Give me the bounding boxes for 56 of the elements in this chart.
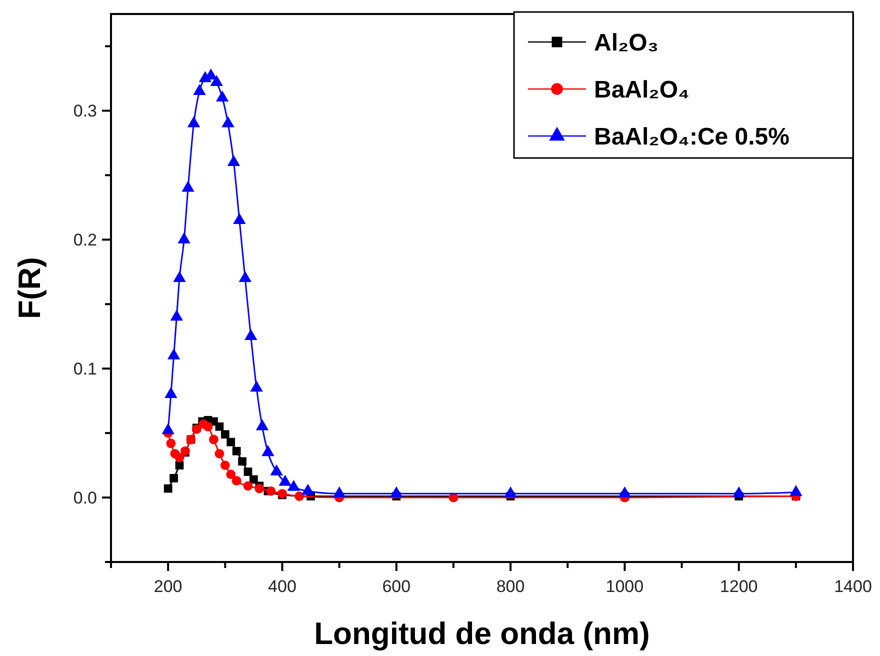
x-axis-title: Longitud de onda (nm): [314, 616, 650, 651]
y-tick-label: 0.0: [73, 488, 97, 508]
point: [193, 84, 206, 96]
point: [250, 380, 263, 392]
point: [232, 476, 242, 486]
x-tick-label: 800: [496, 577, 525, 596]
y-tick-label: 0.2: [73, 230, 97, 250]
x-tick-label: 400: [268, 577, 296, 596]
point: [162, 423, 174, 434]
point: [262, 445, 274, 456]
point: [174, 452, 184, 462]
point: [173, 270, 186, 282]
point: [203, 422, 213, 432]
x-tick-label: 1200: [720, 577, 758, 596]
point: [220, 430, 230, 439]
point: [170, 310, 183, 321]
point: [187, 116, 200, 128]
legend-label: BaAl₂O₄:Ce 0.5%: [594, 123, 790, 150]
point: [182, 180, 194, 192]
point: [226, 470, 236, 480]
point: [220, 460, 230, 470]
legend-label: BaAl₂O₄: [594, 76, 690, 104]
point: [215, 422, 224, 431]
y-tick-label: 0.3: [73, 102, 97, 121]
point: [244, 468, 252, 476]
x-tick-label: 600: [382, 577, 411, 596]
point: [244, 329, 258, 340]
point: [170, 474, 178, 482]
point: [294, 492, 304, 501]
y-axis-title: F(R): [12, 257, 47, 319]
point: [214, 448, 224, 458]
point: [175, 461, 184, 470]
point: [233, 212, 246, 224]
point: [164, 484, 172, 493]
point: [254, 484, 264, 494]
point: [209, 434, 218, 444]
point: [216, 90, 229, 102]
point: [226, 438, 236, 446]
point: [227, 154, 240, 166]
y-tick-label: 0.1: [73, 360, 97, 379]
point: [232, 446, 241, 456]
x-tick-label: 1400: [834, 577, 872, 596]
point: [166, 438, 176, 448]
point: [167, 348, 180, 360]
point: [243, 481, 253, 491]
legend-label: Al₂O₃: [594, 29, 658, 56]
point: [222, 116, 234, 128]
point: [266, 486, 276, 496]
point: [238, 457, 246, 466]
point: [238, 270, 252, 282]
point: [210, 75, 223, 86]
point: [164, 387, 178, 398]
x-tick-label: 200: [154, 577, 182, 596]
x-tick-label: 1000: [606, 577, 644, 596]
point: [256, 419, 269, 430]
point: [178, 232, 190, 244]
